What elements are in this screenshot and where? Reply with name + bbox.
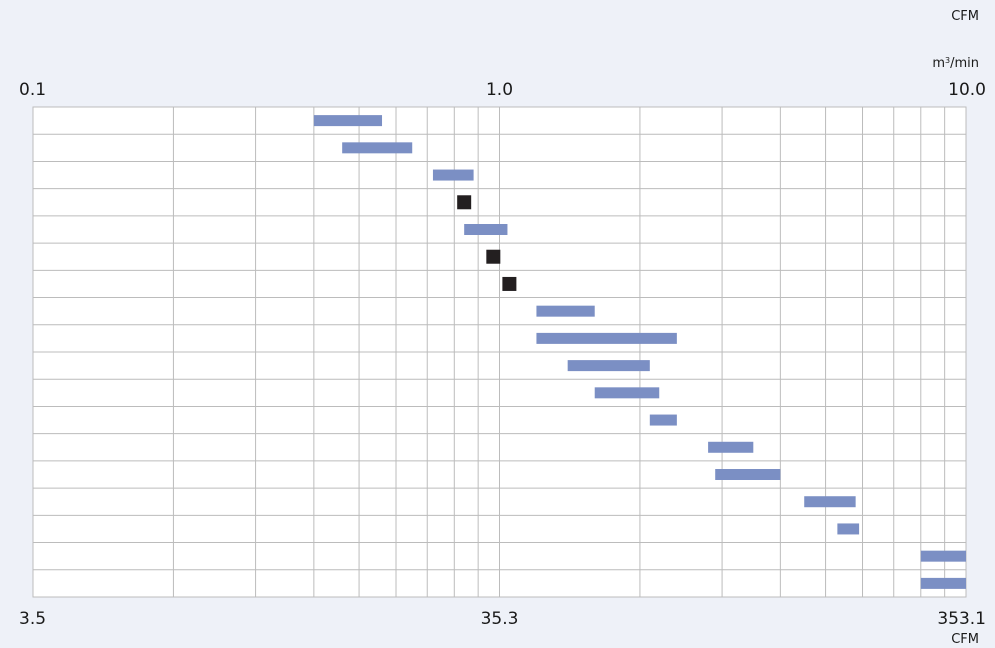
range-bar-13 (708, 441, 754, 453)
top-unit-m3-min: m3/min (932, 56, 979, 72)
bottom-tick-label-2: 35.3 (481, 609, 519, 629)
bottom-unit-cfm: CFM (951, 632, 979, 647)
data-marks (313, 115, 966, 589)
range-bar-15 (804, 496, 856, 508)
top-tick-label-2: 1.0 (486, 80, 513, 100)
point-marker-7 (502, 276, 517, 291)
range-bar-12 (649, 414, 677, 426)
range-bar-1 (313, 115, 383, 127)
range-bar-5 (464, 224, 508, 235)
range-bar-2 (342, 142, 413, 154)
range-bar-18 (920, 577, 966, 589)
range-bar-11 (594, 387, 660, 399)
range-bar-16 (837, 523, 860, 535)
range-bar-8 (536, 305, 595, 317)
range-bar-3 (432, 169, 474, 181)
bottom-tick-label-3: 353.1 (937, 609, 986, 629)
top-unit-cfm: CFM (951, 9, 979, 24)
top-tick-label-3: 10.0 (948, 80, 986, 100)
range-bar-10 (567, 360, 650, 372)
point-marker-4 (457, 195, 472, 210)
range-bar-14 (715, 469, 781, 480)
range-bar-9 (536, 332, 677, 344)
range-bar-17 (920, 550, 966, 562)
bottom-tick-label-1: 3.5 (19, 609, 46, 629)
axis-labels: CFM m3/min CFM 0.1 1.0 10.0 3.5 35.3 353.1 (19, 9, 986, 647)
top-tick-label-1: 0.1 (19, 80, 46, 100)
grid (32, 106, 967, 598)
plot-border (32, 106, 967, 598)
point-marker-6 (486, 249, 501, 264)
